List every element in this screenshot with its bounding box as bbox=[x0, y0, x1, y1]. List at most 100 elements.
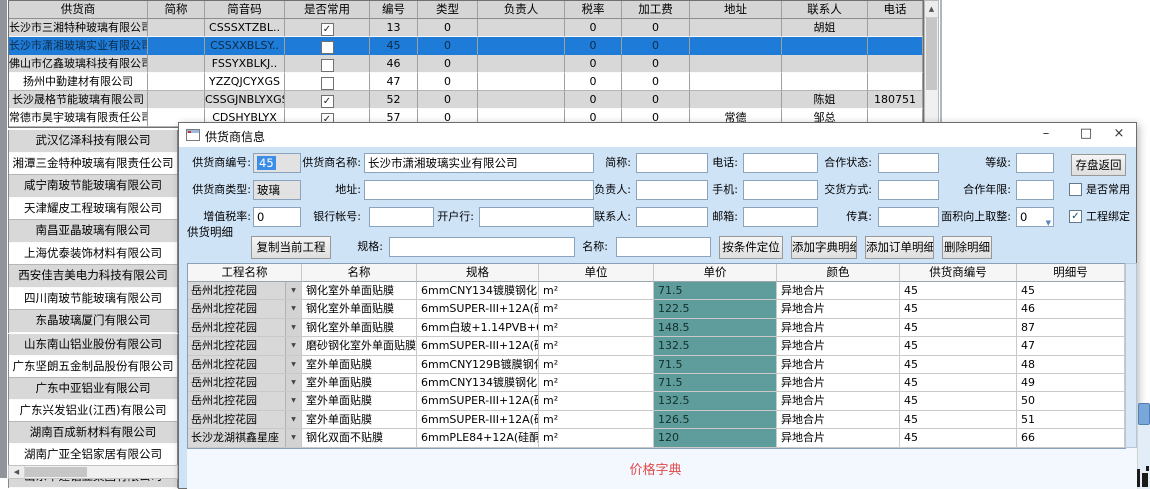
locate-button[interactable]: 按条件定位 bbox=[719, 236, 783, 259]
column-header[interactable]: 规格 bbox=[417, 264, 539, 282]
supplier-list-item[interactable]: 东晶玻璃厦门有限公司 bbox=[9, 310, 177, 333]
cell-spec[interactable]: 6mmCNY134镀膜钢化 bbox=[417, 373, 539, 393]
cell-unit[interactable]: m² bbox=[539, 300, 654, 319]
cell-project-combobox[interactable]: 岳州北控花园 ▼ bbox=[188, 392, 302, 411]
cell-color[interactable]: 异地合片 bbox=[777, 337, 900, 356]
cell-project-combobox[interactable]: 长沙龙湖祺鑫星座 ▼ bbox=[188, 429, 302, 448]
detail-grid-row[interactable]: 岳州北控花园 ▼ 室外单面贴膜 6mmSUPER-III+12A(硅… m² 1… bbox=[188, 392, 1125, 411]
maximize-button[interactable]: □ bbox=[1079, 126, 1093, 141]
is-common-checkbox[interactable] bbox=[1069, 183, 1082, 196]
contact-input[interactable] bbox=[636, 207, 708, 227]
cell-spec[interactable]: 6mm白玻+1.14PVB+6mm… bbox=[417, 318, 539, 338]
cell-spec[interactable]: 6mmSUPER-III+12A(硅… bbox=[417, 300, 539, 319]
dropdown-arrow-icon[interactable]: ▼ bbox=[285, 355, 301, 373]
cell-project-combobox[interactable]: 岳州北控花园 ▼ bbox=[188, 410, 302, 430]
cell-unit-price[interactable]: 71.5 bbox=[654, 373, 777, 393]
column-header[interactable]: 颜色 bbox=[777, 264, 900, 282]
cell-unit-price[interactable]: 120 bbox=[654, 429, 777, 448]
column-header[interactable]: 简称 bbox=[148, 1, 205, 19]
supplier-table-row[interactable]: 长沙市三湘特种玻璃有限公司 CSSSXTZBL.. 13 0 0 0 胡姐 bbox=[9, 19, 923, 37]
mobile-input[interactable] bbox=[743, 180, 818, 200]
add-dict-detail-button[interactable]: 添加字典明细 bbox=[791, 236, 857, 259]
dropdown-arrow-icon[interactable]: ▼ bbox=[285, 410, 301, 429]
add-order-detail-button[interactable]: 添加订单明细 bbox=[865, 236, 934, 259]
bank-account-input[interactable] bbox=[369, 207, 434, 227]
cell-project-combobox[interactable]: 岳州北控花园 ▼ bbox=[188, 300, 302, 319]
cell-project-combobox[interactable]: 岳州北控花园 ▼ bbox=[188, 355, 302, 374]
supplier-list-item[interactable]: 上海优泰装饰材料有限公司 bbox=[9, 243, 177, 265]
cell-product-name[interactable]: 钢化室外单面贴膜 bbox=[302, 300, 417, 319]
dropdown-arrow-icon[interactable]: ▼ bbox=[285, 373, 301, 392]
fax-input[interactable] bbox=[878, 207, 939, 227]
area-round-combobox[interactable]: 0 ▼ bbox=[1016, 207, 1054, 227]
cell-product-name[interactable]: 磨砂钢化室外单面贴膜 bbox=[302, 337, 417, 356]
cell-unit[interactable]: m² bbox=[539, 429, 654, 448]
cell-product-name[interactable]: 室外单面贴膜 bbox=[302, 392, 417, 411]
common-checkbox[interactable] bbox=[320, 22, 334, 36]
dropdown-arrow-icon[interactable]: ▼ bbox=[285, 392, 301, 410]
abbr-input[interactable] bbox=[636, 153, 708, 173]
supplier-table-row[interactable]: 长沙晟格节能玻璃有限公司 CSSGJNBLYXGS 52 0 0 0 陈姐 18… bbox=[9, 91, 923, 109]
column-header[interactable]: 单价 bbox=[654, 264, 777, 282]
common-checkbox[interactable] bbox=[320, 58, 334, 72]
cell-spec[interactable]: 6mmCNY134镀膜钢化 bbox=[417, 282, 539, 301]
cell-spec[interactable]: 6mmSUPER-III+12A(硅… bbox=[417, 392, 539, 411]
cell-detail-no[interactable]: 47 bbox=[1017, 337, 1125, 356]
cell-supplier-no[interactable]: 45 bbox=[900, 355, 1017, 374]
cell-color[interactable]: 异地合片 bbox=[777, 300, 900, 319]
detail-grid-row[interactable]: 岳州北控花园 ▼ 钢化室外单面贴膜 6mmCNY134镀膜钢化 m² 71.5 … bbox=[188, 282, 1125, 301]
cell-detail-no[interactable]: 46 bbox=[1017, 300, 1125, 319]
cell-supplier-no[interactable]: 45 bbox=[900, 337, 1017, 356]
cell-detail-no[interactable]: 66 bbox=[1017, 429, 1125, 448]
cell-unit[interactable]: m² bbox=[539, 282, 654, 301]
cell-unit-price[interactable]: 122.5 bbox=[654, 300, 777, 319]
cell-supplier-no[interactable]: 45 bbox=[900, 429, 1017, 448]
cell-detail-no[interactable]: 51 bbox=[1017, 410, 1125, 430]
supplier-list-item[interactable]: 湖南广亚全铝家居有限公司 bbox=[9, 444, 177, 466]
cell-detail-no[interactable]: 49 bbox=[1017, 373, 1125, 393]
cell-unit[interactable]: m² bbox=[539, 373, 654, 393]
bank-input[interactable] bbox=[479, 207, 594, 227]
cell-color[interactable]: 异地合片 bbox=[777, 282, 900, 301]
cell-product-name[interactable]: 钢化室外单面贴膜 bbox=[302, 318, 417, 338]
cell-detail-no[interactable]: 87 bbox=[1017, 318, 1125, 338]
common-checkbox[interactable] bbox=[320, 94, 334, 108]
common-checkbox[interactable] bbox=[320, 40, 334, 54]
cell-supplier-no[interactable]: 45 bbox=[900, 282, 1017, 301]
supplier-list-item[interactable]: 咸宁南玻节能玻璃有限公司 bbox=[9, 175, 177, 198]
address-input[interactable] bbox=[364, 180, 594, 200]
cell-supplier-no[interactable]: 45 bbox=[900, 392, 1017, 411]
detail-grid-row[interactable]: 岳州北控花园 ▼ 钢化室外单面贴膜 6mm白玻+1.14PVB+6mm… m² … bbox=[188, 318, 1125, 338]
dropdown-arrow-icon[interactable]: ▼ bbox=[285, 282, 301, 300]
cell-color[interactable]: 异地合片 bbox=[777, 355, 900, 374]
dropdown-arrow-icon[interactable]: ▼ bbox=[285, 429, 301, 447]
delivery-mode-input[interactable] bbox=[878, 180, 939, 200]
close-button[interactable]: × bbox=[1113, 126, 1125, 141]
phone-input[interactable] bbox=[743, 153, 818, 173]
cell-color[interactable]: 异地合片 bbox=[777, 373, 900, 393]
cell-supplier-no[interactable]: 45 bbox=[900, 300, 1017, 319]
supplier-table-row[interactable]: 佛山市亿鑫玻璃科技有限公司 FSSYXBLKJ.. 46 0 0 0 bbox=[9, 55, 923, 73]
cell-unit[interactable]: m² bbox=[539, 410, 654, 430]
detail-grid-row[interactable]: 长沙龙湖祺鑫星座 ▼ 钢化双面不贴膜 6mmPLE84+12A(硅酮胶… m² … bbox=[188, 429, 1125, 448]
cell-product-name[interactable]: 钢化室外单面贴膜 bbox=[302, 282, 417, 301]
cell-product-name[interactable]: 室外单面贴膜 bbox=[302, 410, 417, 430]
supplier-name-input[interactable]: 长沙市潇湘玻璃实业有限公司 bbox=[364, 153, 594, 173]
column-header[interactable]: 地址 bbox=[690, 1, 782, 19]
coop-years-input[interactable] bbox=[1016, 180, 1054, 200]
cell-color[interactable]: 异地合片 bbox=[777, 318, 900, 338]
detail-grid-row[interactable]: 岳州北控花园 ▼ 室外单面贴膜 6mmCNY134镀膜钢化 m² 71.5 异地… bbox=[188, 373, 1125, 393]
dropdown-arrow-icon[interactable]: ▼ bbox=[285, 337, 301, 355]
cell-unit-price[interactable]: 132.5 bbox=[654, 392, 777, 411]
column-header[interactable]: 单位 bbox=[539, 264, 654, 282]
spec-filter-input[interactable] bbox=[389, 237, 575, 257]
cell-unit[interactable]: m² bbox=[539, 337, 654, 356]
cell-unit-price[interactable]: 132.5 bbox=[654, 337, 777, 356]
cell-unit[interactable]: m² bbox=[539, 318, 654, 338]
supplier-list-item[interactable]: 西安佳吉美电力科技有限公司 bbox=[9, 265, 177, 288]
save-return-button[interactable]: 存盘返回 bbox=[1071, 154, 1126, 176]
scroll-left-icon[interactable]: ◀ bbox=[9, 466, 25, 478]
copy-project-button[interactable]: 复制当前工程 bbox=[251, 236, 331, 259]
dropdown-arrow-icon[interactable]: ▼ bbox=[285, 300, 301, 318]
cell-unit-price[interactable]: 126.5 bbox=[654, 410, 777, 430]
